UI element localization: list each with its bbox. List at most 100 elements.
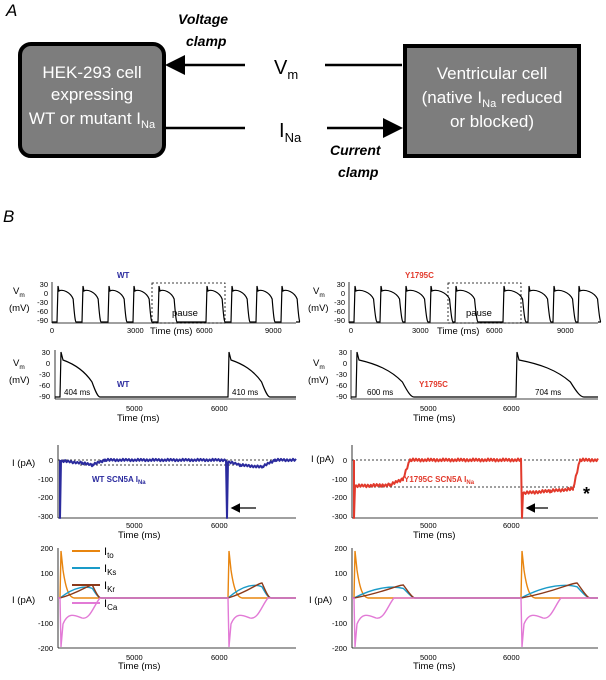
svg-text:-100: -100 — [332, 475, 347, 484]
svg-text:-30: -30 — [39, 370, 50, 379]
svg-text:200: 200 — [334, 544, 347, 553]
svg-text:0: 0 — [44, 289, 48, 298]
svg-text:Vm: Vm — [13, 286, 25, 299]
svg-text:5000: 5000 — [126, 653, 143, 662]
current-legend: Ito IKs IKr ICa — [72, 546, 118, 612]
svg-text:30: 30 — [337, 280, 345, 289]
svg-text:Vm: Vm — [313, 358, 325, 371]
row3-left-ina-label: WT SCN5A INa — [92, 475, 146, 486]
svg-text:-60: -60 — [37, 307, 48, 316]
vent-line3: or blocked) — [450, 112, 534, 131]
mutant-ina-trace — [353, 457, 599, 519]
row1-left-time-label: Time (ms) — [150, 326, 192, 337]
legend-iks: IKs — [104, 563, 116, 577]
svg-text:-90: -90 — [37, 316, 48, 325]
row1-right-yaxis: 30 0 -30 -60 -90 — [334, 280, 350, 325]
row1-right-time-label: Time (ms) — [437, 326, 479, 337]
ina-signal-label: INa — [279, 120, 302, 145]
row4-left-yaxis: 200 100 0 -100 -200 — [38, 544, 59, 653]
svg-text:5000: 5000 — [126, 521, 143, 530]
legend-ikr: IKr — [104, 580, 115, 594]
row3-right-xticks: 5000 6000 — [420, 521, 520, 530]
svg-text:-30: -30 — [336, 370, 347, 379]
svg-text:6000: 6000 — [211, 653, 228, 662]
row4-right-currents — [352, 550, 598, 648]
vent-line2: (native INa reduced — [422, 88, 563, 110]
row1-left-yaxis: 30 0 -30 -60 -90 — [37, 280, 53, 325]
ito-trace — [352, 550, 598, 599]
svg-text:-90: -90 — [336, 392, 347, 401]
row3-left-time-label: Time (ms) — [118, 530, 160, 541]
panel-a-letter: A — [5, 1, 17, 20]
voltage-clamp-line1: Voltage — [178, 11, 228, 27]
row3-left-ylabel: I (pA) — [12, 458, 35, 469]
svg-text:200: 200 — [40, 544, 53, 553]
svg-text:30: 30 — [40, 280, 48, 289]
svg-text:-60: -60 — [334, 307, 345, 316]
row2-left-wt-label: WT — [117, 380, 130, 389]
svg-text:-60: -60 — [336, 381, 347, 390]
svg-text:(mV): (mV) — [9, 375, 30, 386]
svg-text:(mV): (mV) — [308, 303, 329, 314]
wt-ap-train-trace — [52, 285, 301, 323]
row1-left-wt-label: WT — [117, 271, 130, 280]
svg-text:9000: 9000 — [265, 326, 282, 335]
svg-text:0: 0 — [49, 456, 53, 465]
svg-text:-200: -200 — [332, 644, 347, 653]
svg-text:30: 30 — [42, 348, 50, 357]
row1-right-xticks: 0 3000 6000 9000 — [349, 326, 574, 335]
svg-text:(mV): (mV) — [308, 375, 329, 386]
svg-text:-200: -200 — [38, 493, 53, 502]
row2-right-xticks: 5000 6000 — [420, 404, 520, 413]
row1-right-pause-label: pause — [466, 308, 492, 319]
row2-right-time-label: Time (ms) — [413, 413, 455, 424]
row1-right-ylabels: Vm (mV) — [308, 286, 329, 314]
row4-left-time-label: Time (ms) — [118, 661, 160, 672]
svg-text:Vm: Vm — [313, 286, 325, 299]
row1-left-pause-label: pause — [172, 308, 198, 319]
legend-ica: ICa — [104, 598, 118, 612]
svg-text:3000: 3000 — [412, 326, 429, 335]
hek-box — [18, 42, 166, 158]
row4-right-yaxis: 200 100 0 -100 -200 — [332, 544, 353, 653]
svg-text:0: 0 — [343, 594, 347, 603]
svg-text:6000: 6000 — [503, 653, 520, 662]
row4-right-ylabel: I (pA) — [309, 595, 332, 606]
row2-left-ylabels: Vm (mV) — [9, 358, 30, 386]
svg-text:-200: -200 — [332, 493, 347, 502]
row2-left-yaxis: 30 0 -30 -60 -90 — [39, 348, 56, 401]
row2-left-apd1: 404 ms — [64, 388, 90, 397]
row3-left-yaxis: 0 -100 -200 -300 — [38, 445, 59, 521]
svg-text:0: 0 — [349, 326, 353, 335]
svg-text:6000: 6000 — [211, 521, 228, 530]
svg-text:5000: 5000 — [420, 404, 437, 413]
row4-left-currents — [58, 550, 296, 648]
svg-text:-30: -30 — [37, 298, 48, 307]
row2-right-mut-label: Y1795C — [419, 380, 448, 389]
row1-left-ylabels: Vm (mV) — [9, 286, 30, 314]
svg-text:9000: 9000 — [557, 326, 574, 335]
svg-text:0: 0 — [343, 456, 347, 465]
svg-text:-30: -30 — [334, 298, 345, 307]
svg-text:0: 0 — [49, 594, 53, 603]
row1-right-pause-box — [447, 282, 522, 324]
row2-right-yaxis: 30 0 -30 -60 -90 — [336, 348, 352, 401]
ica-trace — [352, 597, 598, 648]
row3-left-xticks: 5000 6000 — [126, 521, 228, 530]
svg-text:-200: -200 — [38, 644, 53, 653]
mutant-ap-zoom-trace — [351, 351, 598, 398]
vent-line1: Ventricular cell — [437, 64, 548, 83]
svg-text:0: 0 — [50, 326, 54, 335]
row2-left-xticks: 5000 6000 — [126, 404, 228, 413]
svg-text:-100: -100 — [38, 475, 53, 484]
row3-right-yaxis: 0 -100 -200 -300 — [332, 445, 353, 521]
row1-left-xticks: 0 3000 6000 9000 — [50, 326, 282, 335]
row2-right-ylabels: Vm (mV) — [308, 358, 329, 386]
ventricular-box — [403, 44, 581, 158]
hek-line1: HEK-293 cell — [42, 63, 141, 82]
ica-trace — [58, 597, 296, 648]
svg-text:6000: 6000 — [196, 326, 213, 335]
svg-text:0: 0 — [341, 289, 345, 298]
